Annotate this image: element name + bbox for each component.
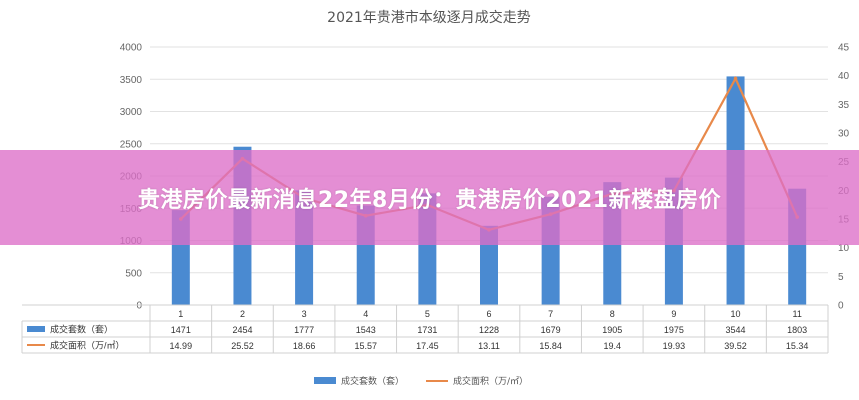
data-label: 19.93	[663, 341, 686, 351]
line-point	[733, 76, 738, 81]
data-label: 19.4	[604, 341, 622, 351]
data-label: 1777	[294, 325, 314, 335]
x-tick-label: 7	[548, 309, 553, 319]
y-right-tick-label: 30	[838, 129, 850, 140]
x-tick-label: 9	[671, 309, 676, 319]
data-label: 15.84	[539, 341, 562, 351]
y-right-tick-label: 5	[838, 272, 844, 283]
legend-bar-label: 成交套数（套）	[341, 375, 404, 387]
chart-title: 2021年贵港市本级逐月成交走势	[327, 9, 531, 26]
data-label: 17.45	[416, 341, 439, 351]
x-tick-label: 6	[486, 309, 491, 319]
y-left-tick-label: 3500	[120, 75, 143, 86]
y-right-tick-label: 40	[838, 71, 850, 82]
y-left-tick-label: 3000	[120, 107, 143, 118]
data-label: 15.57	[354, 341, 377, 351]
bar	[480, 225, 498, 305]
data-label: 18.66	[293, 341, 316, 351]
legend-bar-key	[314, 377, 336, 384]
data-label: 1803	[787, 325, 807, 335]
table-row-label: 成交套数（套）	[50, 324, 113, 335]
data-label: 1228	[479, 325, 499, 335]
table-bar-key	[27, 326, 45, 332]
data-label: 2454	[232, 325, 252, 335]
data-label: 39.52	[724, 341, 747, 351]
y-left-tick-label: 500	[125, 268, 142, 279]
y-right-tick-label: 0	[838, 301, 844, 312]
x-tick-label: 8	[610, 309, 615, 319]
data-label: 13.11	[478, 341, 500, 351]
data-label: 1679	[541, 325, 561, 335]
x-tick-label: 1	[178, 309, 183, 319]
table-row-label: 成交面积（万/㎡）	[50, 340, 125, 351]
x-tick-label: 3	[302, 309, 307, 319]
data-label: 1905	[602, 325, 622, 335]
data-label: 1975	[664, 325, 684, 335]
y-left-tick-label: 2500	[120, 139, 143, 150]
data-label: 25.52	[231, 341, 254, 351]
data-label: 1543	[356, 325, 376, 335]
y-right-tick-label: 35	[838, 100, 850, 111]
data-label: 1731	[417, 325, 437, 335]
x-tick-label: 10	[731, 309, 741, 319]
x-tick-label: 2	[240, 309, 245, 319]
x-tick-label: 11	[793, 309, 802, 319]
data-label: 15.34	[786, 341, 809, 351]
overlay-banner: 贵港房价最新消息22年8月份：贵港房价2021新楼盘房价	[0, 150, 859, 245]
y-right-tick-label: 45	[838, 43, 850, 54]
y-right-tick-label: 10	[838, 243, 850, 254]
y-left-tick-label: 0	[136, 301, 142, 312]
legend-line-label: 成交面积（万/㎡）	[453, 375, 528, 387]
y-left-tick-label: 4000	[120, 43, 143, 54]
x-tick-label: 4	[363, 309, 368, 319]
data-label: 1471	[171, 325, 191, 335]
data-label: 14.99	[170, 341, 193, 351]
data-label: 3544	[726, 325, 746, 335]
overlay-banner-text: 贵港房价最新消息22年8月份：贵港房价2021新楼盘房价	[137, 187, 722, 213]
x-tick-label: 5	[425, 309, 430, 319]
